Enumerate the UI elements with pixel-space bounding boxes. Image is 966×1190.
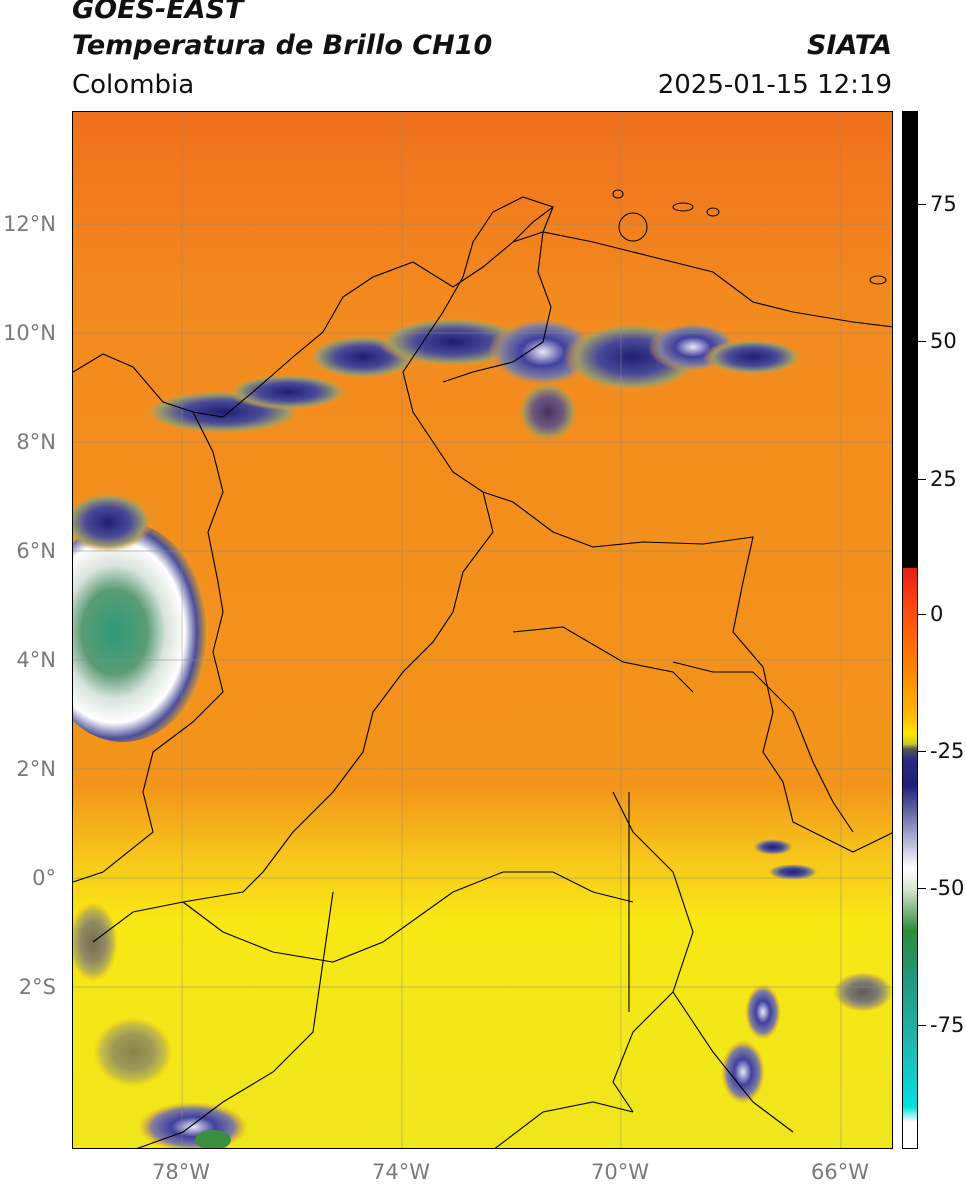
lat-label-10n: 10°N — [3, 321, 56, 345]
boundaries — [73, 196, 892, 1148]
lon-label-74w: 74°W — [372, 1160, 430, 1184]
satellite-title: GOES-EAST — [72, 0, 244, 25]
lat-label-8n: 8°N — [16, 430, 56, 454]
colorbar-tick-0: 0 — [930, 602, 944, 626]
lon-label-78w: 78°W — [152, 1160, 210, 1184]
org-label: SIATA — [806, 30, 892, 61]
datetime-label: 2025-01-15 12:19 — [657, 70, 892, 100]
colorbar-tick-25: 25 — [930, 467, 957, 491]
region-label: Colombia — [72, 70, 195, 100]
colorbar-tick-neg25: -25 — [930, 739, 965, 763]
satellite-map — [72, 111, 893, 1149]
lat-label-2n: 2°N — [16, 757, 56, 781]
lat-label-12n: 12°N — [3, 212, 56, 236]
lat-label-0: 0° — [32, 866, 56, 890]
colorbar-tick-neg75: -75 — [930, 1013, 965, 1037]
colorbar-tick-75: 75 — [930, 192, 957, 216]
islands — [612, 189, 887, 285]
lat-label-2s: 2°S — [18, 975, 56, 999]
lat-label-6n: 6°N — [16, 539, 56, 563]
colorbar-tick-50: 50 — [930, 329, 957, 353]
colorbar — [902, 111, 918, 1149]
lon-label-70w: 70°W — [591, 1160, 649, 1184]
cloud-pacific — [73, 492, 208, 742]
background-field — [73, 112, 892, 1148]
colorbar-tick-neg50: -50 — [930, 876, 965, 900]
product-title: Temperatura de Brillo CH10 — [72, 30, 493, 61]
lat-label-4n: 4°N — [16, 648, 56, 672]
cloud-band-north — [143, 317, 803, 442]
lon-label-66w: 66°W — [811, 1160, 869, 1184]
